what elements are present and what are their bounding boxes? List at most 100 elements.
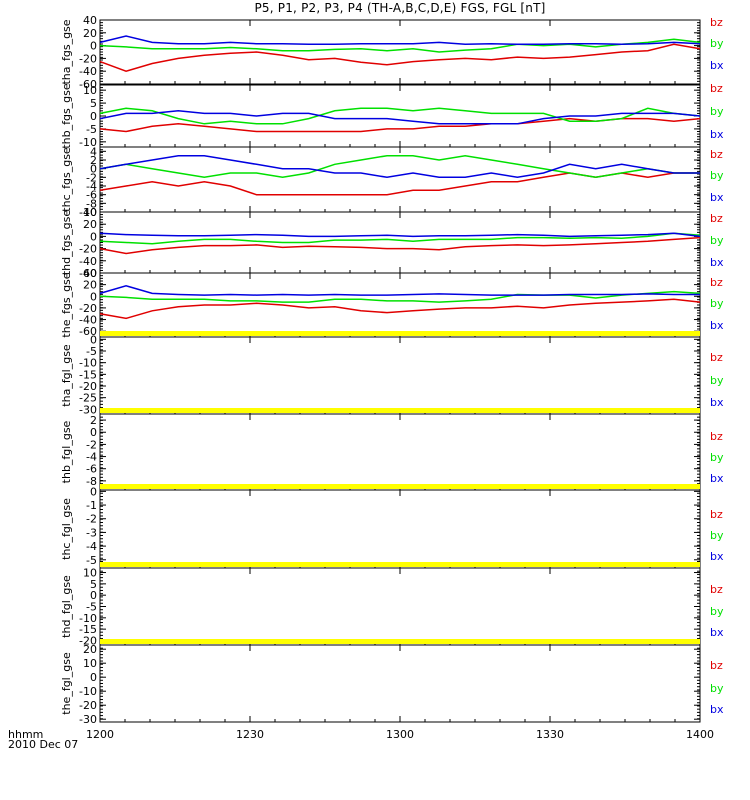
legend-label-bx: bx bbox=[710, 319, 724, 332]
series-line-bz bbox=[99, 43, 701, 72]
legend-label-by: by bbox=[710, 105, 724, 118]
legend-label-by: by bbox=[710, 451, 724, 464]
quality-flag-bar bbox=[100, 331, 700, 336]
legend-label-by: by bbox=[710, 529, 724, 542]
panel-frame bbox=[99, 567, 701, 646]
series-line-bx bbox=[99, 110, 701, 125]
series-line-by bbox=[99, 154, 700, 179]
y-tick-label: -10 bbox=[79, 357, 97, 370]
y-tick-label: -25 bbox=[79, 392, 97, 405]
panel-frame bbox=[99, 336, 701, 415]
y-tick-label: -40 bbox=[79, 314, 97, 327]
y-tick-label: -20 bbox=[79, 380, 97, 393]
panel-frame bbox=[99, 146, 701, 213]
y-axis-label: tha_fgs_gse bbox=[60, 19, 73, 84]
y-tick-label: -2 bbox=[86, 438, 97, 451]
y-tick-label: 0 bbox=[90, 40, 97, 53]
y-tick-label: 2 bbox=[90, 414, 97, 427]
y-tick-label: 0 bbox=[90, 589, 97, 602]
y-tick-label: 10 bbox=[83, 657, 97, 670]
panel-thb_fgl_gse: 20-2-4-6-8 thb_fgl_gse bz by bx bbox=[60, 408, 724, 491]
y-tick-label: -20 bbox=[79, 699, 97, 712]
legend-label-bz: bz bbox=[710, 276, 723, 289]
x-tick-label: 1300 bbox=[386, 728, 414, 741]
y-tick-label: -1 bbox=[86, 499, 97, 512]
legend-label-bz: bz bbox=[710, 583, 723, 596]
legend-label-bx: bx bbox=[710, 472, 724, 485]
series-line-by bbox=[99, 38, 701, 53]
y-tick-label: 5 bbox=[90, 578, 97, 591]
x-tick-label: 1400 bbox=[686, 728, 714, 741]
y-tick-label: 0 bbox=[90, 163, 97, 176]
legend-label-by: by bbox=[710, 297, 724, 310]
y-axis-label: thd_fgl_gse bbox=[60, 575, 73, 638]
y-axis-label: thc_fgl_gse bbox=[60, 498, 73, 560]
series-line-bx bbox=[99, 35, 701, 46]
legend-label-bz: bz bbox=[710, 430, 723, 443]
y-tick-label: 20 bbox=[83, 279, 97, 292]
y-tick-label: -60 bbox=[79, 325, 97, 338]
y-tick-label: -20 bbox=[79, 243, 97, 256]
y-tick-label: 20 bbox=[83, 218, 97, 231]
y-tick-label: 20 bbox=[83, 27, 97, 40]
y-axis-label: thd_fgs_gse bbox=[60, 210, 73, 276]
legend-label-bx: bx bbox=[710, 256, 724, 269]
y-tick-label: -40 bbox=[79, 65, 97, 78]
panel-frame bbox=[99, 84, 701, 148]
legend-label-bz: bz bbox=[710, 508, 723, 521]
legend-label-bx: bx bbox=[710, 128, 724, 141]
y-tick-label: 40 bbox=[83, 206, 97, 219]
quality-flag-bar bbox=[100, 562, 700, 567]
legend-label-by: by bbox=[710, 234, 724, 247]
y-tick-label: -6 bbox=[86, 189, 97, 202]
legend-label-bz: bz bbox=[710, 82, 723, 95]
y-tick-label: -5 bbox=[86, 601, 97, 614]
legend-label-bz: bz bbox=[710, 351, 723, 364]
series-line-by bbox=[99, 107, 701, 125]
y-axis-label: the_fgl_gse bbox=[60, 652, 73, 715]
y-tick-label: -30 bbox=[79, 713, 97, 726]
legend-label-bz: bz bbox=[710, 148, 723, 161]
y-tick-label: -2 bbox=[86, 171, 97, 184]
y-tick-label: 5 bbox=[90, 97, 97, 110]
series-line-bz bbox=[99, 172, 700, 196]
x-tick-label: 1200 bbox=[86, 728, 114, 741]
y-tick-label: 0 bbox=[90, 230, 97, 243]
y-tick-label: -60 bbox=[79, 267, 97, 280]
legend-label-by: by bbox=[710, 605, 724, 618]
y-tick-label: -8 bbox=[86, 197, 97, 210]
legend-label-bx: bx bbox=[710, 191, 724, 204]
y-tick-label: -4 bbox=[86, 180, 97, 193]
legend-label-bx: bx bbox=[710, 396, 724, 409]
y-tick-label: -8 bbox=[86, 475, 97, 488]
y-tick-label: -4 bbox=[86, 540, 97, 553]
legend-label-bz: bz bbox=[710, 212, 723, 225]
y-tick-label: -20 bbox=[79, 634, 97, 647]
y-axis-label: thc_fgs_gse bbox=[60, 147, 73, 212]
quality-flag-bar bbox=[100, 408, 700, 413]
quality-flag-bar bbox=[100, 484, 700, 489]
legend-label-bx: bx bbox=[710, 59, 724, 72]
y-axis-label: tha_fgl_gse bbox=[60, 344, 73, 407]
legend-label-bx: bx bbox=[710, 703, 724, 716]
y-tick-label: -20 bbox=[79, 52, 97, 65]
y-tick-label: 0 bbox=[90, 333, 97, 346]
y-tick-label: -10 bbox=[79, 612, 97, 625]
y-tick-label: 0 bbox=[90, 110, 97, 123]
panel-frame bbox=[99, 489, 701, 569]
y-tick-label: -2 bbox=[86, 513, 97, 526]
chart-title: P5, P1, P2, P3, P4 (TH-A,B,C,D,E) FGS, F… bbox=[254, 1, 546, 15]
panel-frame bbox=[99, 272, 701, 338]
panel-thc_fgl_gse: 0-1-2-3-4-5 thc_fgl_gse bz by bx bbox=[60, 484, 724, 569]
x-unit-label: hhmm bbox=[8, 728, 44, 741]
y-tick-label: 20 bbox=[83, 643, 97, 656]
y-tick-label: 10 bbox=[83, 567, 97, 580]
y-tick-label: -40 bbox=[79, 255, 97, 268]
y-axis-label: thb_fgs_gse bbox=[60, 83, 73, 149]
legend-label-bz: bz bbox=[710, 659, 723, 672]
panel-thc_fgs_gse: 420-2-4-6-8-10 thc_fgs_gse bz by bx bbox=[60, 145, 724, 219]
date-label: 2010 Dec 07 bbox=[8, 738, 79, 751]
